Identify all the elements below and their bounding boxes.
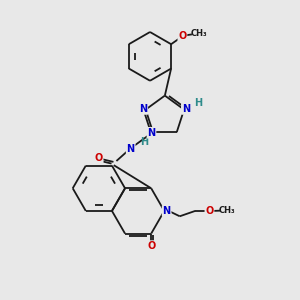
Text: O: O [147, 241, 155, 251]
Text: H: H [194, 98, 202, 108]
Text: CH₃: CH₃ [190, 29, 207, 38]
Text: N: N [182, 104, 190, 114]
Text: N: N [139, 104, 147, 114]
Text: O: O [94, 153, 103, 163]
Text: N: N [147, 128, 156, 138]
Text: O: O [178, 31, 187, 41]
Text: N: N [127, 143, 135, 154]
Text: CH₃: CH₃ [218, 206, 235, 214]
Text: O: O [205, 206, 214, 216]
Text: N: N [163, 206, 171, 216]
Text: H: H [140, 137, 148, 147]
